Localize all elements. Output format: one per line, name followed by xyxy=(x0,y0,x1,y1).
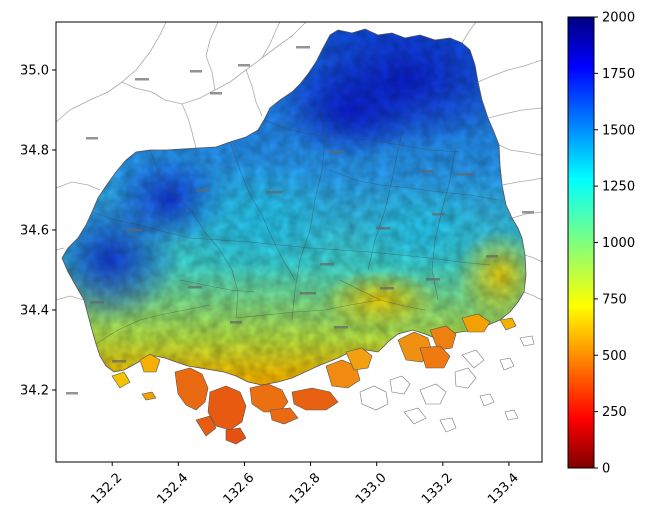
x-tick-label: 132.8 xyxy=(287,470,324,507)
x-tick-label: 133.4 xyxy=(485,470,522,507)
axes-frame xyxy=(55,21,543,463)
x-tick-label: 132.6 xyxy=(221,470,258,507)
colorbar-tick-label: 1500 xyxy=(602,123,635,138)
x-tick-label: 133.0 xyxy=(353,470,390,507)
colorbar-tick-label: 1250 xyxy=(602,180,635,195)
outline-islands xyxy=(359,335,535,433)
colorbar-tick-label: 0 xyxy=(602,462,610,477)
colorbar-tick-label: 1750 xyxy=(602,67,635,82)
municipal-boundaries xyxy=(91,109,499,345)
y-tick-label: 35.0 xyxy=(20,64,49,79)
colorbar-tick-label: 1000 xyxy=(602,236,635,251)
y-tick-label: 34.4 xyxy=(20,304,49,319)
colorbar xyxy=(567,16,595,469)
y-axis: 34.2 34.4 34.6 34.8 35.0 xyxy=(20,64,56,399)
colorbar-tick-label: 2000 xyxy=(602,11,635,26)
colorbar-tick-label: 750 xyxy=(602,292,627,307)
y-tick-label: 34.2 xyxy=(20,384,49,399)
x-tick-label: 132.2 xyxy=(88,470,125,507)
y-tick-label: 34.6 xyxy=(20,224,49,239)
x-axis: 132.2 132.4 132.6 132.8 133.0 133.2 133.4 xyxy=(88,462,522,507)
colorbar-tick-label: 250 xyxy=(602,405,627,420)
x-tick-label: 133.2 xyxy=(419,470,456,507)
neighbor-boundaries xyxy=(56,22,542,301)
x-tick-label: 132.4 xyxy=(154,470,191,507)
colorbar-ticks: 0 250 500 750 1000 1250 1500 1750 2000 xyxy=(594,11,635,477)
colorbar-tick-label: 500 xyxy=(602,349,627,364)
islands xyxy=(111,313,517,445)
place-label-marks xyxy=(66,46,534,395)
y-tick-label: 34.8 xyxy=(20,144,49,159)
